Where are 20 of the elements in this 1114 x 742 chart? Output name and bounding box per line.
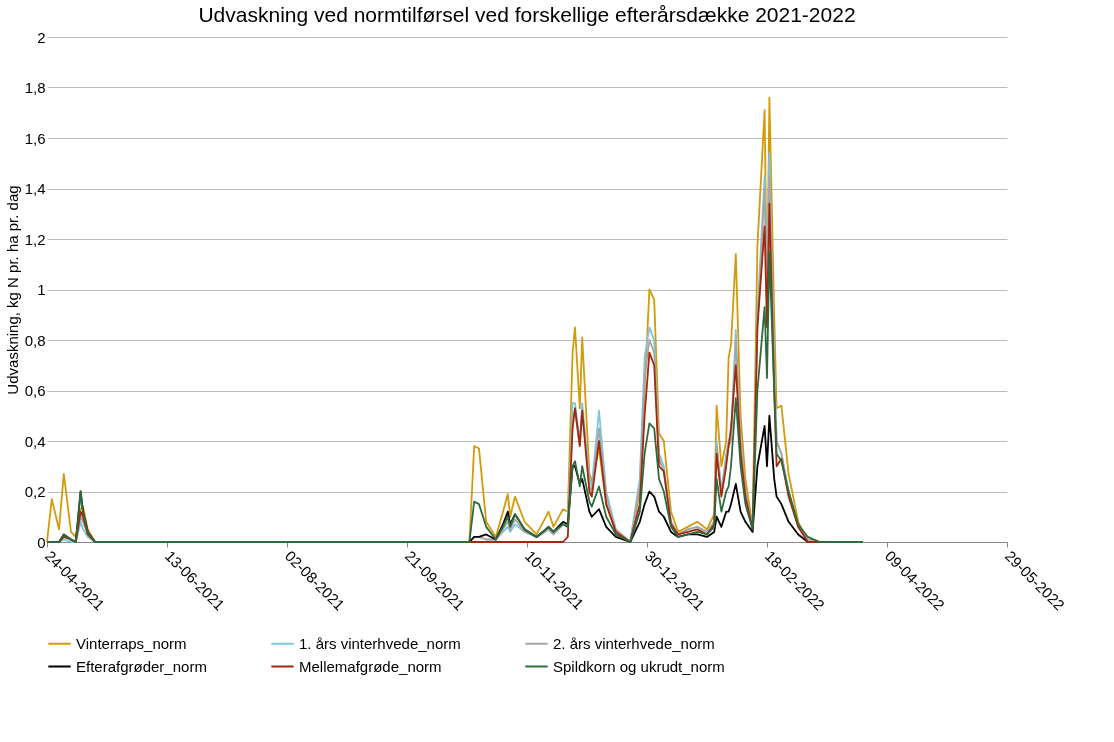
y-tick-label: 2 (37, 28, 46, 46)
y-tick-label: 1,2 (24, 230, 46, 248)
y-tick-label: 0,6 (24, 382, 46, 399)
y-tick-label: 1 (37, 281, 46, 298)
legend-label: Spildkorn og ukrudt_norm (553, 657, 725, 675)
y-axis-title: Udvaskning, kg N pr. ha pr. dag (3, 185, 21, 395)
y-tick-label: 0,8 (24, 331, 46, 349)
legend-label: 1. års vinterhvede_norm (299, 634, 461, 652)
line-series (46, 250, 864, 543)
y-tick-label: 0,2 (24, 483, 46, 500)
y-tick-label: 1,6 (24, 129, 46, 147)
chart-title: Udvaskning ved normtilførsel ved forskellige efterårsdække 2021-2022 (198, 3, 856, 26)
y-tick-label: 0 (37, 533, 46, 551)
legend-label: 2. års vinterhvede_norm (553, 634, 715, 652)
legend-label: Mellemafgrøde_norm (299, 657, 442, 675)
y-tick-label: 1,4 (24, 180, 46, 197)
y-tick-label: 0,4 (24, 432, 46, 450)
y-tick-label: 1,8 (24, 79, 46, 96)
legend-label: Vinterraps_norm (76, 634, 187, 652)
legend-label: Efterafgrøder_norm (76, 657, 207, 675)
